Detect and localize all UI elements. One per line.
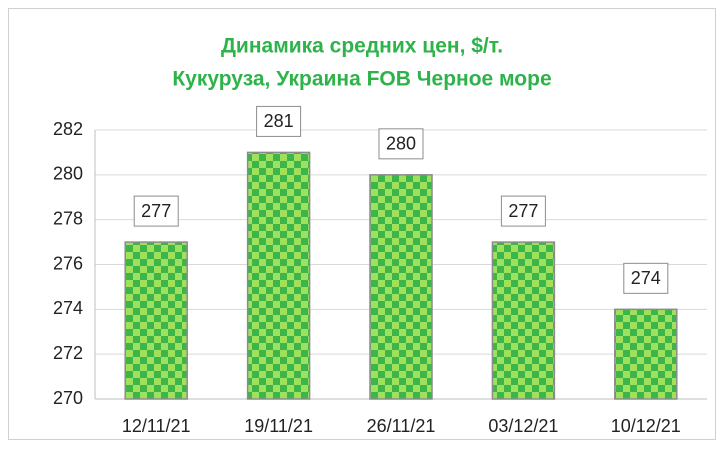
y-tick-label: 272: [53, 343, 83, 363]
data-label-box: [378, 128, 424, 160]
data-label-box: [500, 195, 546, 227]
y-tick-label: 278: [53, 208, 83, 228]
chart-title: Динамика средних цен, $/т.: [221, 35, 503, 58]
y-tick-label: 274: [53, 298, 83, 318]
x-tick-label: 12/11/21: [122, 416, 191, 436]
x-tick-label: 03/12/21: [488, 416, 558, 436]
data-label: 274: [631, 268, 661, 288]
bar: [124, 241, 188, 400]
data-label: 277: [508, 201, 538, 221]
y-tick-label: 282: [53, 119, 83, 139]
bar: [614, 308, 678, 400]
chart-title: Кукуруза, Украина FOB Черное море: [172, 68, 551, 91]
data-label: 280: [386, 134, 416, 154]
bar: [491, 241, 556, 400]
data-label: 281: [264, 111, 294, 131]
x-tick-label: 10/12/21: [611, 416, 681, 436]
y-tick-label: 270: [53, 388, 83, 408]
bar: [246, 151, 311, 400]
bar: [369, 174, 433, 400]
data-label-box: [133, 195, 179, 227]
data-label: 277: [141, 201, 171, 221]
data-label-box: [256, 105, 302, 137]
y-tick-label: 276: [53, 253, 83, 273]
data-label-box: [623, 262, 669, 294]
x-tick-label: 26/11/21: [367, 416, 436, 436]
x-tick-label: 19/11/21: [244, 416, 313, 436]
y-tick-label: 280: [53, 164, 83, 184]
